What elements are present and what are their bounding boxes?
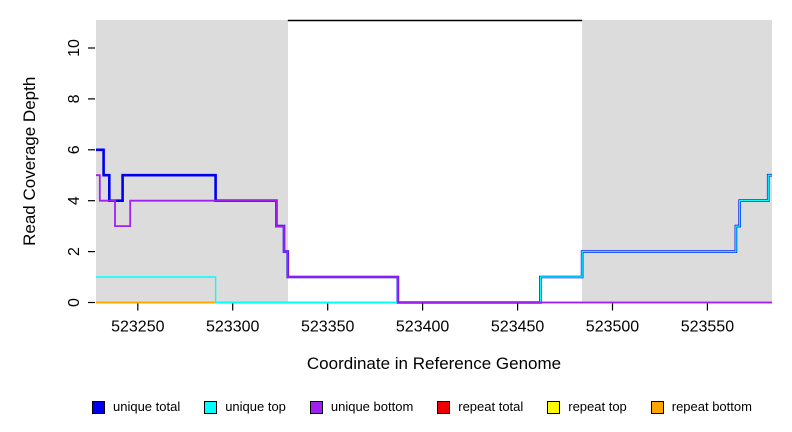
y-axis-tick-label: 2 [66,247,83,256]
legend-label: repeat total [458,399,524,414]
x-axis-tick-label: 523500 [586,319,639,336]
x-axis-tick-label: 523250 [111,319,164,336]
x-axis-tick-label: 523550 [681,319,734,336]
repeat-top-swatch-icon [547,400,561,414]
legend-label: unique total [113,399,181,414]
series-line-unique-bottom [96,174,772,304]
series-line-unique-top [96,174,772,304]
y-axis-tick-label: 6 [66,145,83,154]
unique-top-swatch-icon [204,400,218,414]
repeat-bottom-swatch-icon [650,400,664,414]
right-repeat-region [582,20,772,304]
legend-item-repeat-total: repeat total [437,400,523,414]
left-repeat-region [96,20,288,304]
x-axis-tick-label: 523450 [491,319,544,336]
x-axis-tick-label: 523300 [206,319,259,336]
repeat-total-swatch-icon [437,400,451,414]
y-axis-tick-label: 4 [66,196,83,205]
y-axis-tick-label: 0 [66,298,83,307]
y-axis-tick-label: 10 [66,39,83,57]
x-axis-title: Coordinate in Reference Genome [307,354,561,373]
x-axis-tick-label: 523350 [301,319,354,336]
y-axis-title: Read Coverage Depth [20,77,39,246]
legend-item-unique-top: unique top [204,400,286,414]
unique-bottom-swatch-icon [309,400,323,414]
unique-total-swatch-icon [92,400,105,414]
legend-item-unique-bottom: unique bottom [309,399,414,414]
legend-label: unique top [225,399,286,414]
plot-legend: unique total unique top unique bottom re… [92,397,752,417]
legend-label: unique bottom [330,399,414,414]
legend-label: repeat bottom [671,399,752,414]
legend-item-unique-total: unique total [92,400,180,414]
y-axis-tick-label: 8 [66,94,83,103]
legend-label: repeat top [568,399,627,414]
legend-item-repeat-top: repeat top [547,400,627,414]
x-axis-tick-label: 523400 [396,319,449,336]
legend-item-repeat-bottom: repeat bottom [650,399,752,414]
